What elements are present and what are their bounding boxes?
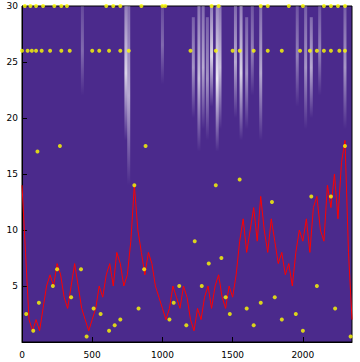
svg-text:10: 10 (7, 225, 19, 235)
svg-text:30: 30 (7, 1, 19, 11)
svg-text:5: 5 (12, 281, 18, 291)
svg-text:20: 20 (7, 113, 19, 123)
svg-text:2000: 2000 (291, 350, 314, 360)
svg-text:15: 15 (7, 169, 18, 179)
svg-text:500: 500 (84, 350, 101, 360)
svg-text:25: 25 (7, 57, 18, 67)
svg-text:1500: 1500 (221, 350, 244, 360)
svg-text:0: 0 (19, 350, 25, 360)
svg-text:1000: 1000 (151, 350, 174, 360)
